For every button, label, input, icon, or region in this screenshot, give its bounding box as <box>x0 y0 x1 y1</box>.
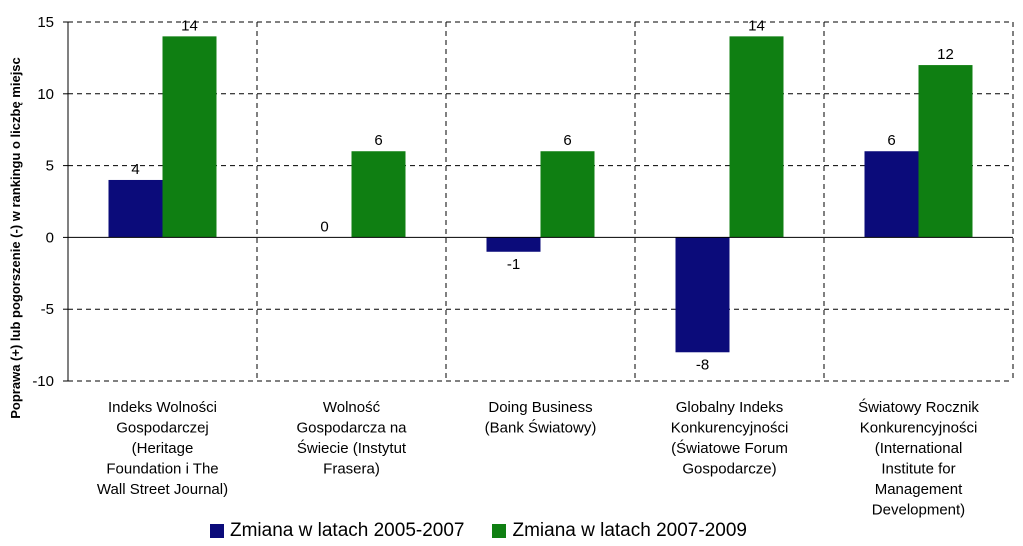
bar <box>675 237 730 353</box>
category-label: (Heritage <box>132 440 194 457</box>
category-label: (Bank Światowy) <box>485 419 597 437</box>
legend-label: Zmiana w latach 2005-2007 <box>230 520 465 541</box>
bar <box>108 179 163 238</box>
bar <box>351 151 406 238</box>
data-label: 14 <box>748 17 765 34</box>
bars <box>108 36 973 353</box>
category-label: Institute for <box>881 461 955 478</box>
y-tick-label: 0 <box>46 229 54 246</box>
y-tick-label: -10 <box>32 373 54 390</box>
data-label: -1 <box>507 256 520 273</box>
data-label: -8 <box>696 356 709 373</box>
category-label: Wall Street Journal) <box>97 481 228 498</box>
legend-label: Zmiana w latach 2007-2009 <box>512 520 747 541</box>
y-tick-label: -5 <box>41 301 54 318</box>
bar <box>918 65 973 238</box>
data-label: 6 <box>563 132 571 149</box>
category-label: Świecie (Instytut <box>297 439 407 457</box>
category-label: Wolność <box>323 399 381 416</box>
category-label: Foundation i The <box>106 461 218 478</box>
category-label: Globalny Indeks <box>676 399 784 416</box>
data-label: 14 <box>181 17 198 34</box>
category-label: Światowy Rocznik <box>858 398 979 416</box>
bar <box>864 151 919 238</box>
grid-lines <box>68 21 1014 382</box>
legend-swatch <box>492 524 507 538</box>
legend-swatch <box>210 524 224 538</box>
bar <box>486 237 541 252</box>
y-axis-title: Poprawa (+) lub pogorszenie (-) w rankin… <box>8 57 23 419</box>
category-label: Konkurencyjności <box>671 420 789 437</box>
data-label: 0 <box>320 218 328 235</box>
y-tick-labels: -10 -5 0 5 10 15 <box>32 14 54 390</box>
legend-item-series-1: Zmiana w latach 2005-2007 <box>210 520 464 542</box>
category-label: Indeks Wolności <box>108 399 217 416</box>
category-label: Doing Business <box>488 399 592 416</box>
category-label: Development) <box>872 502 965 519</box>
category-label: (International <box>875 440 963 457</box>
category-label: Gospodarczej <box>116 420 209 437</box>
y-tick-label: 15 <box>37 14 54 31</box>
axes <box>63 21 1013 382</box>
category-label: Gospodarcze) <box>682 461 776 478</box>
category-labels: Indeks Wolności Gospodarczej (Heritage Foun… <box>97 398 980 519</box>
category-label: Konkurencyjności <box>860 420 978 437</box>
data-label: 12 <box>937 46 954 63</box>
data-label: 6 <box>887 132 895 149</box>
category-label: Gospodarcza na <box>296 420 407 437</box>
data-label: 4 <box>131 161 139 178</box>
category-label: (Światowe Forum <box>671 439 788 457</box>
legend-item-series-2: Zmiana w latach 2007-2009 <box>492 520 747 542</box>
data-label: 6 <box>374 132 382 149</box>
data-labels: 4 14 0 6 -1 6 -8 14 6 12 <box>131 17 954 373</box>
bar <box>540 151 595 238</box>
bar <box>729 36 784 238</box>
y-tick-label: 10 <box>37 86 54 103</box>
legend: Zmiana w latach 2005-2007 Zmiana w latac… <box>210 519 775 543</box>
category-label: Frasera) <box>323 461 380 478</box>
y-tick-label: 5 <box>46 158 54 175</box>
bar <box>162 36 217 238</box>
category-label: Management <box>875 481 963 498</box>
